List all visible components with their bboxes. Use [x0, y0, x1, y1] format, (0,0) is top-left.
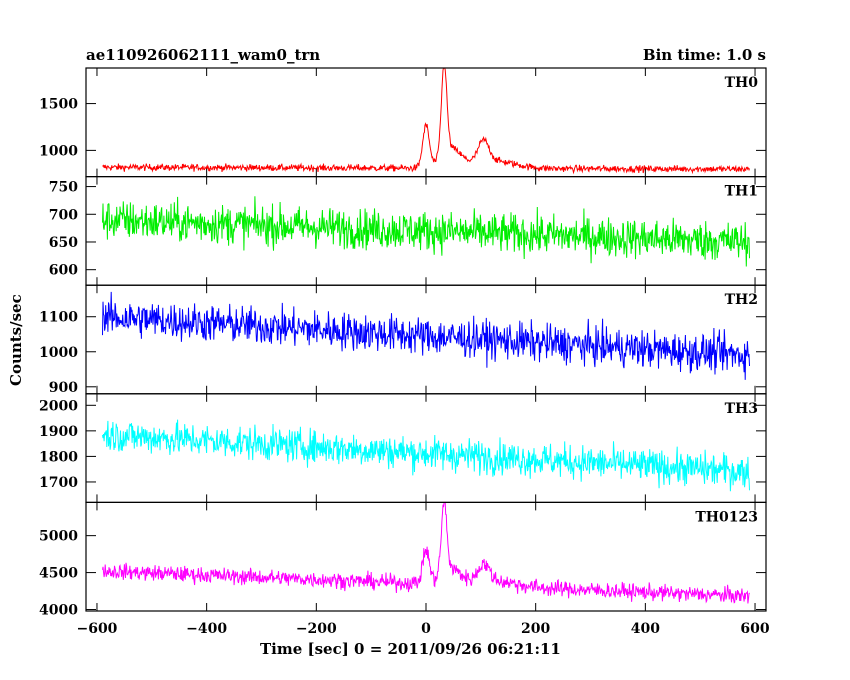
series-line-th2 — [102, 291, 750, 380]
x-tick-label: −200 — [296, 621, 337, 637]
y-tick-label-th3: 1700 — [39, 475, 78, 491]
series-line-th3 — [102, 419, 750, 492]
bin-time-label: Bin time: 1.0 s — [642, 46, 766, 64]
y-tick-label-th2: 1000 — [39, 345, 78, 361]
x-tick-label: 600 — [740, 621, 769, 637]
y-tick-label-th1: 600 — [49, 263, 78, 279]
y-tick-label-th3: 1900 — [39, 424, 78, 440]
series-line-th0 — [102, 67, 750, 175]
y-tick-label-th2: 900 — [49, 380, 78, 396]
plot-title: ae110926062111_wam0_trn — [86, 46, 321, 64]
panel-label-th0: TH0 — [725, 75, 759, 91]
x-tick-label: 200 — [521, 621, 550, 637]
y-axis-label: Counts/sec — [7, 294, 25, 386]
panel-label-th1: TH1 — [725, 184, 758, 200]
x-tick-label: −400 — [186, 621, 227, 637]
x-tick-label: 0 — [421, 621, 431, 637]
y-tick-label-th1: 700 — [49, 207, 78, 223]
x-tick-label: −600 — [76, 621, 117, 637]
series-line-th0123 — [102, 501, 750, 604]
y-tick-label-th2: 1100 — [39, 310, 78, 326]
y-tick-label-th0123: 5000 — [39, 529, 78, 545]
y-tick-label-th1: 750 — [49, 180, 78, 196]
panel-frame-th0 — [85, 67, 767, 178]
x-tick-label: 400 — [631, 621, 660, 637]
panel-label-th2: TH2 — [725, 292, 758, 308]
y-tick-label-th3: 2000 — [39, 398, 78, 414]
y-tick-label-th3: 1800 — [39, 449, 78, 465]
panel-label-th3: TH3 — [725, 401, 758, 417]
y-tick-label-th0: 1500 — [39, 97, 78, 113]
panel-label-th0123: TH0123 — [695, 509, 758, 525]
series-line-th1 — [102, 196, 750, 267]
y-tick-label-th1: 650 — [49, 235, 78, 251]
y-tick-label-th0: 1000 — [39, 143, 78, 159]
x-axis-label: Time [sec] 0 = 2011/09/26 06:21:11 — [260, 640, 561, 658]
y-tick-label-th0123: 4500 — [39, 566, 78, 582]
y-tick-label-th0123: 4000 — [39, 603, 78, 619]
